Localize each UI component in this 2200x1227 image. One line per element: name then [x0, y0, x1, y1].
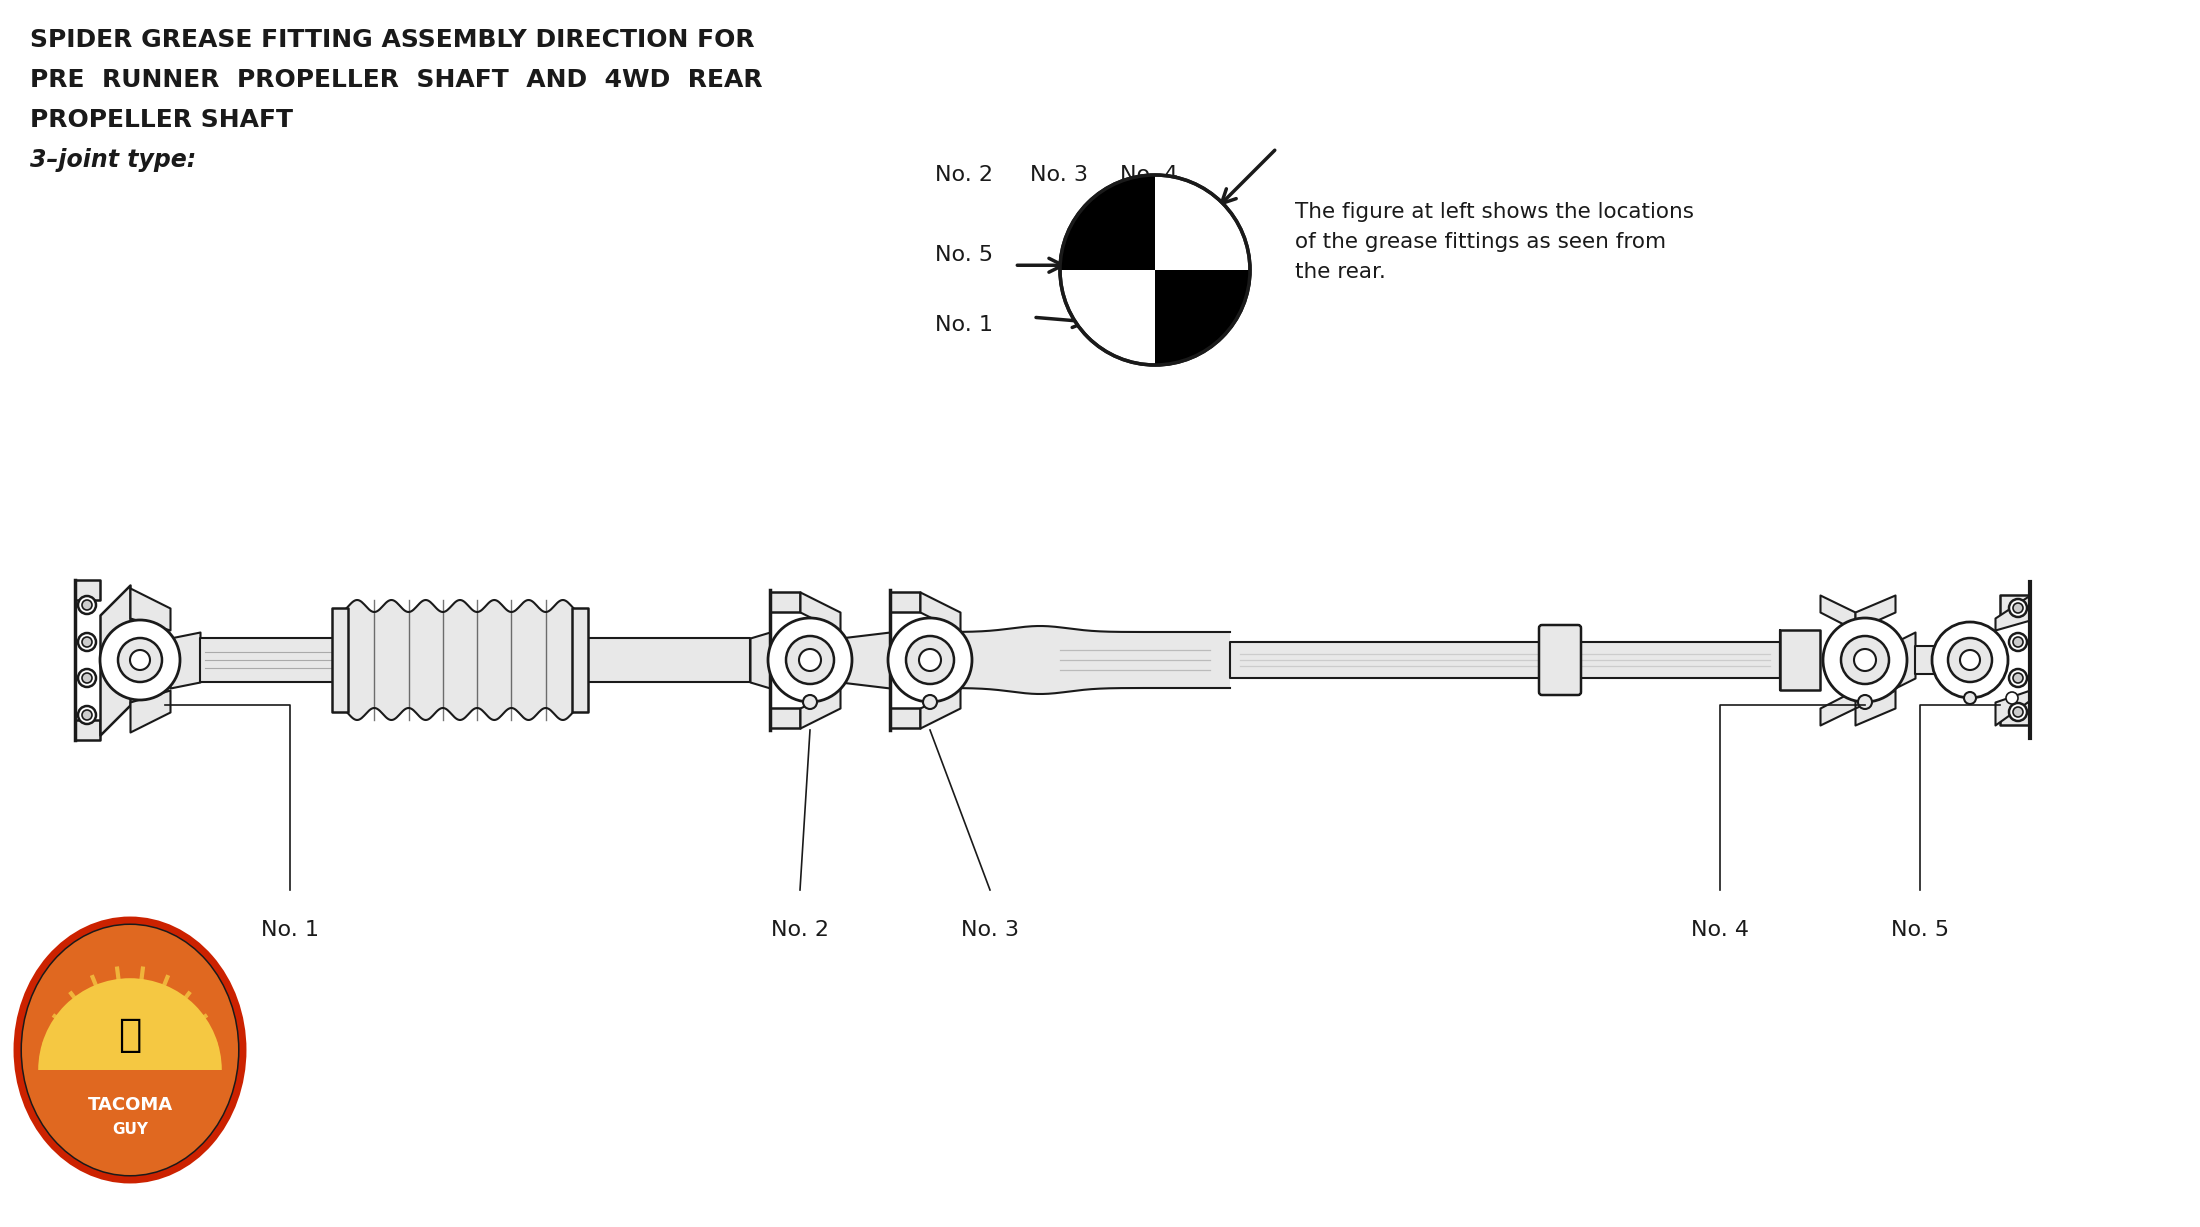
Circle shape — [81, 672, 92, 683]
Text: No. 1: No. 1 — [935, 315, 992, 335]
Text: 3–joint type:: 3–joint type: — [31, 148, 196, 172]
Circle shape — [2009, 599, 2026, 617]
Wedge shape — [37, 978, 222, 1070]
Wedge shape — [1060, 175, 1155, 270]
Circle shape — [119, 638, 163, 682]
Circle shape — [920, 649, 942, 671]
Text: No. 5: No. 5 — [1892, 920, 1949, 940]
Circle shape — [2009, 633, 2026, 652]
Circle shape — [2009, 703, 2026, 721]
Ellipse shape — [22, 925, 238, 1175]
Circle shape — [889, 618, 972, 702]
Text: No. 3: No. 3 — [961, 920, 1019, 940]
Ellipse shape — [18, 920, 242, 1180]
Text: The figure at left shows the locations
of the grease fittings as seen from
the r: The figure at left shows the locations o… — [1296, 202, 1694, 282]
Circle shape — [1947, 638, 1991, 682]
Circle shape — [77, 596, 97, 614]
Circle shape — [77, 633, 97, 652]
Text: PRE  RUNNER  PROPELLER  SHAFT  AND  4WD  REAR: PRE RUNNER PROPELLER SHAFT AND 4WD REAR — [31, 67, 763, 92]
FancyBboxPatch shape — [1540, 625, 1582, 694]
Circle shape — [1824, 618, 1907, 702]
Text: No. 2: No. 2 — [770, 920, 829, 940]
Circle shape — [77, 706, 97, 724]
Circle shape — [2013, 637, 2024, 647]
Text: No. 2: No. 2 — [935, 164, 992, 185]
Circle shape — [1859, 694, 1872, 709]
Circle shape — [1841, 636, 1890, 683]
Circle shape — [2013, 602, 2024, 614]
Text: PROPELLER SHAFT: PROPELLER SHAFT — [31, 108, 293, 133]
Circle shape — [1855, 649, 1877, 671]
Circle shape — [2013, 707, 2024, 717]
Text: SPIDER GREASE FITTING ASSEMBLY DIRECTION FOR: SPIDER GREASE FITTING ASSEMBLY DIRECTION… — [31, 28, 755, 52]
Circle shape — [81, 600, 92, 610]
Text: No. 4: No. 4 — [1120, 164, 1177, 185]
Circle shape — [799, 649, 821, 671]
Circle shape — [99, 620, 180, 699]
Text: 🚛: 🚛 — [119, 1016, 141, 1054]
Circle shape — [1932, 622, 2009, 698]
Circle shape — [924, 694, 937, 709]
Circle shape — [803, 694, 816, 709]
Text: No. 3: No. 3 — [1030, 164, 1089, 185]
Circle shape — [81, 710, 92, 720]
Text: No. 4: No. 4 — [1692, 920, 1749, 940]
Circle shape — [906, 636, 955, 683]
Text: No. 5: No. 5 — [935, 245, 992, 265]
Circle shape — [81, 637, 92, 647]
Text: GUY: GUY — [112, 1123, 147, 1137]
Circle shape — [1965, 692, 1976, 704]
Circle shape — [77, 669, 97, 687]
Circle shape — [2009, 669, 2026, 687]
Circle shape — [768, 618, 851, 702]
Text: No. 1: No. 1 — [262, 920, 319, 940]
Circle shape — [2006, 692, 2017, 704]
Circle shape — [1960, 650, 1980, 670]
Text: TACOMA: TACOMA — [88, 1096, 172, 1114]
Wedge shape — [1155, 270, 1250, 364]
Circle shape — [2013, 672, 2024, 683]
Circle shape — [130, 650, 150, 670]
Circle shape — [785, 636, 834, 683]
Circle shape — [1060, 175, 1250, 364]
